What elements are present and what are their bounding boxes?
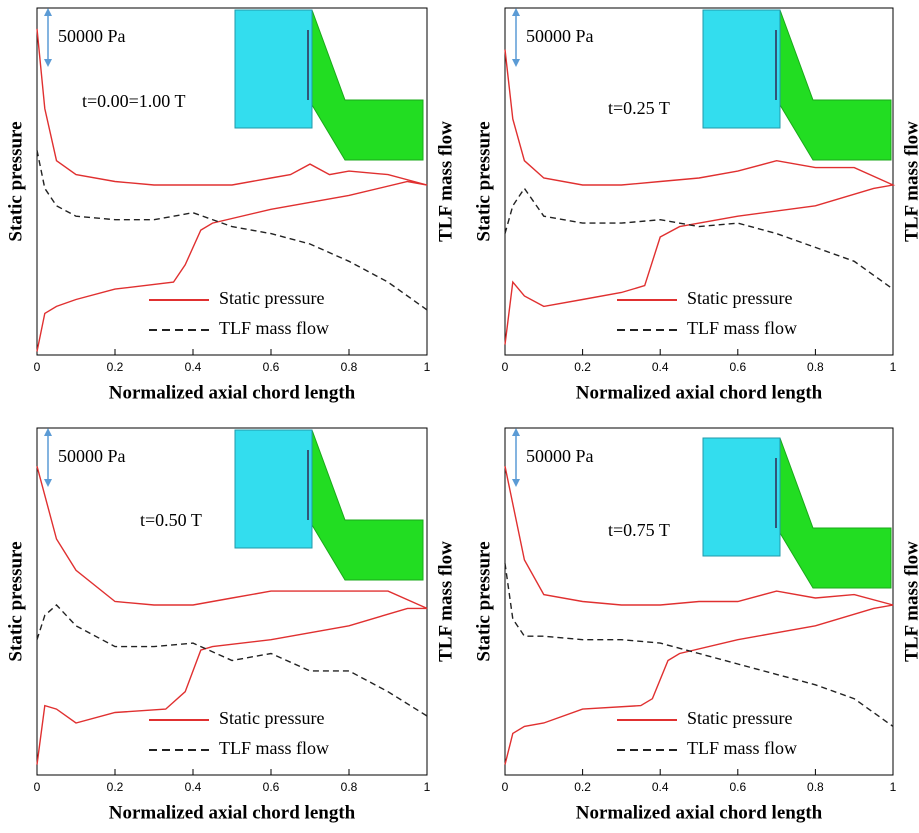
x-tick-label: 0.4	[185, 360, 202, 374]
x-tick-label: 0.8	[807, 780, 824, 794]
y2-axis-label: TLF mass flow	[435, 541, 456, 662]
x-tick-label: 0	[34, 360, 41, 374]
x-tick-label: 0.6	[263, 780, 280, 794]
legend-label: Static pressure	[219, 708, 324, 728]
x-axis-label: Normalized axial chord length	[576, 802, 823, 823]
y2-axis-label: TLF mass flow	[901, 121, 919, 242]
y-axis-label: Static pressure	[473, 121, 494, 241]
legend-label: Static pressure	[687, 708, 792, 728]
scale-label: 50000 Pa	[58, 446, 126, 466]
x-tick-label: 0.4	[185, 780, 202, 794]
x-tick-label: 0.6	[729, 360, 746, 374]
chart: 0 0.2 0.4 0.6 0.8 1 Normalized axial chord len…	[0, 0, 919, 833]
x-tick-label: 0.2	[107, 780, 124, 794]
inset-blade	[235, 10, 312, 128]
series-line	[505, 188, 893, 289]
scale-arrow	[512, 428, 520, 436]
x-tick-label: 0.4	[652, 360, 669, 374]
y2-axis-label: TLF mass flow	[435, 121, 456, 242]
x-axis-label: Normalized axial chord length	[109, 802, 356, 823]
x-tick-label: 0.4	[652, 780, 669, 794]
scale-arrow	[512, 8, 520, 16]
time-label: t=0.50 T	[140, 510, 202, 530]
scale-arrow	[512, 479, 520, 487]
scale-arrow	[44, 59, 52, 67]
legend-label: Static pressure	[219, 288, 324, 308]
x-tick-label: 1	[890, 780, 897, 794]
inset-green	[312, 10, 423, 160]
series-line	[37, 605, 427, 716]
inset-blade	[703, 10, 780, 128]
x-tick-label: 1	[424, 360, 431, 374]
scale-arrow	[44, 479, 52, 487]
legend-label: TLF mass flow	[219, 738, 329, 758]
x-axis-label: Normalized axial chord length	[576, 382, 823, 403]
x-tick-label: 0.2	[107, 360, 124, 374]
scale-arrow	[44, 428, 52, 436]
inset-green	[780, 10, 891, 160]
time-label: t=0.25 T	[608, 98, 670, 118]
scale-arrow	[44, 8, 52, 16]
x-tick-label: 0.2	[574, 780, 591, 794]
scale-label: 50000 Pa	[58, 26, 126, 46]
y-axis-label: Static pressure	[473, 541, 494, 661]
x-axis-label: Normalized axial chord length	[109, 382, 356, 403]
x-tick-label: 1	[424, 780, 431, 794]
x-tick-label: 0.8	[341, 780, 358, 794]
y2-axis-label: TLF mass flow	[901, 541, 919, 662]
x-tick-label: 0	[34, 780, 41, 794]
inset-green	[780, 438, 891, 588]
scale-label: 50000 Pa	[526, 446, 594, 466]
series-line	[37, 150, 427, 310]
x-tick-label: 0.8	[807, 360, 824, 374]
time-label: t=0.00=1.00 T	[82, 91, 185, 111]
x-tick-label: 0.6	[729, 780, 746, 794]
y-axis-label: Static pressure	[5, 541, 26, 661]
time-label: t=0.75 T	[608, 520, 670, 540]
scale-arrow	[512, 59, 520, 67]
inset-blade	[235, 430, 312, 548]
x-tick-label: 1	[890, 360, 897, 374]
inset-green	[312, 430, 423, 580]
legend-label: TLF mass flow	[687, 318, 797, 338]
x-tick-label: 0	[502, 360, 509, 374]
legend-label: TLF mass flow	[687, 738, 797, 758]
inset-blade	[703, 438, 780, 556]
legend-label: TLF mass flow	[219, 318, 329, 338]
x-tick-label: 0.2	[574, 360, 591, 374]
x-tick-label: 0	[502, 780, 509, 794]
x-tick-label: 0.8	[341, 360, 358, 374]
legend-label: Static pressure	[687, 288, 792, 308]
y-axis-label: Static pressure	[5, 121, 26, 241]
scale-label: 50000 Pa	[526, 26, 594, 46]
x-tick-label: 0.6	[263, 360, 280, 374]
